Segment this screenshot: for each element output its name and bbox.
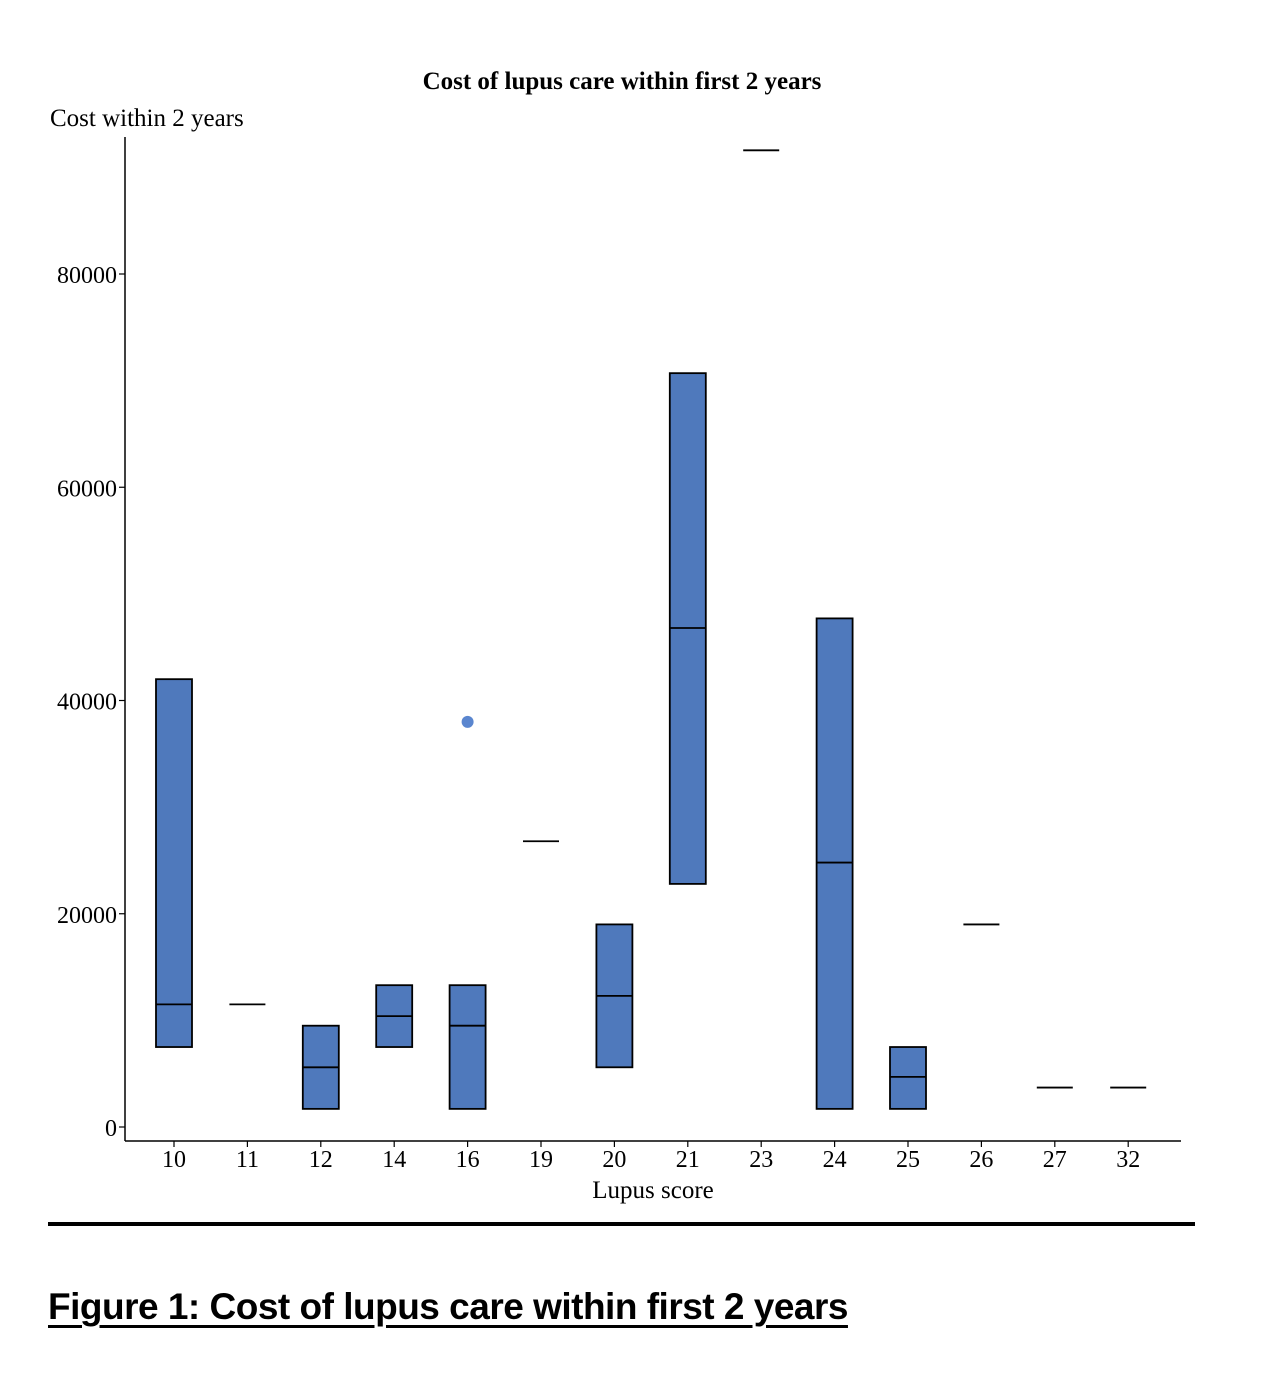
x-ticks: 10 11 12 14 16 19 20 21 23 24 25 26 27 32 — [162, 1141, 1140, 1173]
x-tick-label: 23 — [749, 1147, 773, 1173]
y-tick-label: 40000 — [57, 690, 117, 716]
y-axis-label: Cost within 2 years — [50, 105, 244, 132]
x-tick-label: 11 — [236, 1147, 259, 1173]
x-tick-label: 32 — [1116, 1147, 1140, 1173]
outlier-point-16 — [461, 715, 474, 728]
outliers — [461, 715, 474, 728]
x-tick-label: 10 — [162, 1147, 186, 1173]
y-tick-label: 20000 — [57, 903, 117, 929]
y-tick-label: 0 — [105, 1116, 117, 1142]
x-tick-label: 19 — [529, 1147, 553, 1173]
box-24 — [815, 617, 854, 1110]
y-tick-label: 60000 — [57, 476, 117, 502]
divider-rule — [48, 1222, 1195, 1226]
x-tick-label: 14 — [382, 1147, 406, 1173]
x-tick-label: 27 — [1043, 1147, 1067, 1173]
boxes — [155, 149, 1147, 1110]
x-tick-label: 12 — [309, 1147, 333, 1173]
x-tick-label: 24 — [823, 1147, 847, 1173]
y-tick-label: 80000 — [57, 263, 117, 289]
x-tick-label: 16 — [456, 1147, 480, 1173]
chart-title: Cost of lupus care within first 2 years — [423, 68, 822, 95]
x-tick-label: 20 — [602, 1147, 626, 1173]
y-ticks: 0 20000 40000 60000 80000 — [57, 263, 125, 1142]
box-10 — [155, 678, 193, 1048]
box-16 — [448, 984, 487, 1110]
x-tick-label: 21 — [676, 1147, 700, 1173]
x-tick-label: 26 — [969, 1147, 993, 1173]
x-axis-label: Lupus score — [592, 1177, 714, 1204]
x-tick-label: 25 — [896, 1147, 920, 1173]
figure-caption: Figure 1: Cost of lupus care within firs… — [48, 1286, 848, 1327]
box-25 — [889, 1046, 927, 1110]
